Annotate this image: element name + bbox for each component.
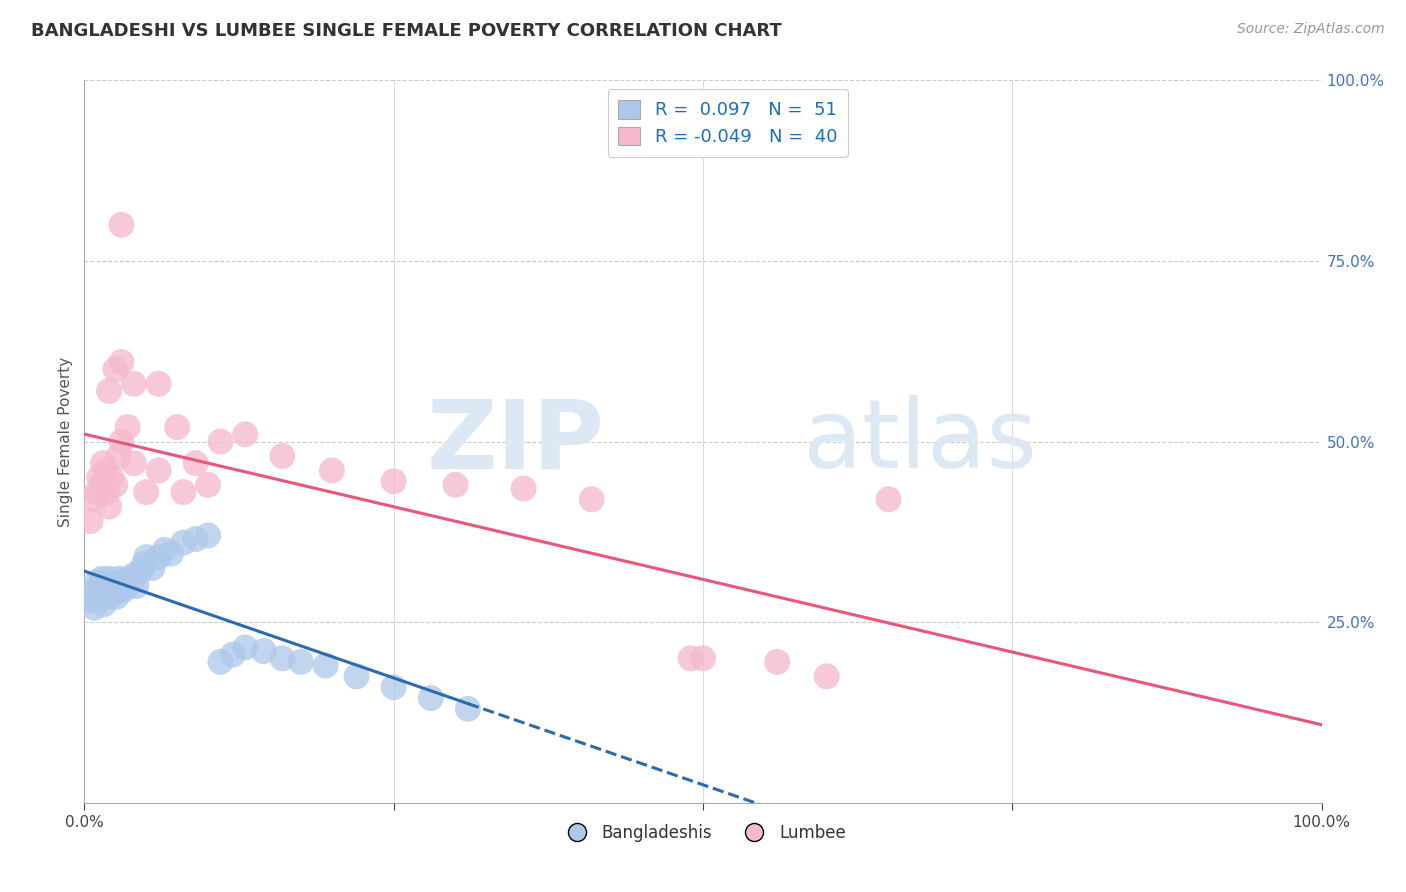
Point (98, 384, 121, 398)
Point (100, 470, 122, 484)
Point (86, 575, 108, 590)
Point (253, 644, 276, 658)
Point (98, 572, 121, 586)
Text: atlas: atlas (801, 395, 1038, 488)
Point (103, 586, 125, 600)
Point (108, 572, 131, 586)
Point (382, 680, 405, 694)
Point (815, 669, 838, 683)
Text: ZIP: ZIP (426, 395, 605, 488)
Point (94, 586, 117, 600)
Point (79, 514, 101, 528)
Point (107, 582, 129, 597)
Point (110, 434, 132, 449)
Point (104, 362, 127, 376)
Point (679, 651, 702, 665)
Point (457, 702, 479, 716)
Point (148, 550, 170, 565)
Point (233, 640, 256, 655)
Point (153, 542, 176, 557)
Point (89, 582, 111, 597)
Point (112, 582, 135, 597)
Point (98, 500, 121, 514)
Point (117, 572, 139, 586)
Point (209, 434, 232, 449)
Point (110, 575, 132, 590)
Point (512, 482, 534, 496)
Y-axis label: Single Female Poverty: Single Female Poverty (58, 357, 73, 526)
Point (122, 376, 145, 391)
Point (166, 420, 188, 434)
Point (184, 532, 207, 546)
Text: Source: ZipAtlas.com: Source: ZipAtlas.com (1237, 22, 1385, 37)
Point (90, 572, 112, 586)
Point (271, 651, 294, 665)
Point (91, 590, 114, 604)
Point (766, 655, 789, 669)
Point (315, 658, 337, 673)
Point (184, 456, 207, 470)
Point (96, 485, 118, 500)
Point (382, 475, 405, 489)
Point (877, 492, 900, 507)
Point (93, 597, 115, 611)
Point (79, 593, 101, 607)
Point (346, 669, 368, 683)
Point (108, 449, 131, 463)
Point (148, 463, 170, 477)
Point (110, 355, 132, 369)
Point (96, 579, 118, 593)
Point (104, 478, 127, 492)
Point (100, 579, 122, 593)
Point (122, 568, 145, 582)
Point (197, 528, 219, 542)
Point (222, 648, 245, 662)
Point (172, 535, 194, 549)
Point (86, 485, 108, 500)
Point (321, 463, 343, 477)
Point (209, 655, 232, 669)
Point (94, 463, 117, 477)
Point (89, 579, 111, 593)
Point (117, 420, 139, 434)
Point (86, 582, 108, 597)
Point (104, 575, 127, 590)
Point (419, 691, 441, 706)
Point (91, 456, 114, 470)
Point (135, 550, 157, 565)
Point (82, 586, 104, 600)
Point (101, 582, 124, 597)
Point (197, 478, 219, 492)
Point (233, 427, 256, 442)
Point (105, 590, 128, 604)
Point (271, 449, 294, 463)
Point (97, 582, 120, 597)
Point (122, 456, 145, 470)
Point (444, 478, 467, 492)
Point (148, 376, 170, 391)
Point (125, 579, 148, 593)
Point (135, 485, 157, 500)
Point (120, 575, 142, 590)
Point (581, 492, 603, 507)
Point (98, 590, 121, 604)
Point (290, 655, 312, 669)
Legend: Bangladeshis, Lumbee: Bangladeshis, Lumbee (554, 817, 852, 848)
Text: BANGLADESHI VS LUMBEE SINGLE FEMALE POVERTY CORRELATION CHART: BANGLADESHI VS LUMBEE SINGLE FEMALE POVE… (31, 22, 782, 40)
Point (83, 600, 105, 615)
Point (141, 561, 163, 575)
Point (172, 485, 194, 500)
Point (83, 492, 105, 507)
Point (89, 470, 111, 484)
Point (692, 651, 714, 665)
Point (86, 590, 108, 604)
Point (132, 558, 155, 572)
Point (114, 579, 136, 593)
Point (90, 478, 112, 492)
Point (129, 565, 152, 579)
Point (160, 547, 183, 561)
Point (110, 218, 132, 232)
